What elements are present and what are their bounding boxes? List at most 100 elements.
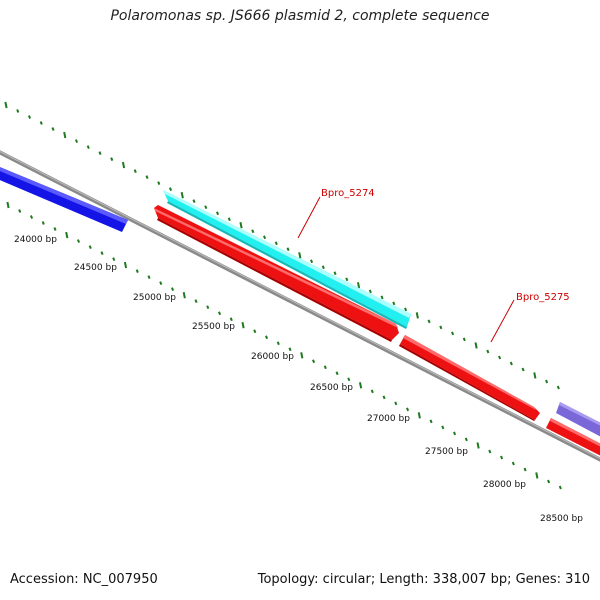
gene-red-right[interactable] bbox=[546, 418, 600, 458]
minor-tick bbox=[229, 317, 233, 322]
minor-tick bbox=[488, 449, 492, 454]
major-tick bbox=[123, 261, 128, 269]
major-tick bbox=[417, 412, 421, 419]
major-tick bbox=[358, 382, 363, 389]
minor-tick bbox=[145, 175, 149, 180]
minor-tick bbox=[76, 239, 81, 243]
minor-tick bbox=[218, 311, 222, 316]
minor-tick bbox=[263, 235, 267, 240]
major-tick bbox=[65, 231, 69, 239]
minor-tick bbox=[556, 385, 560, 390]
scale-label: 28500 bp bbox=[540, 514, 583, 524]
minor-tick bbox=[509, 361, 513, 366]
minor-tick bbox=[462, 337, 466, 342]
minor-tick bbox=[276, 341, 280, 346]
minor-tick bbox=[406, 407, 410, 412]
minor-tick bbox=[439, 325, 443, 330]
accession-text: Accession: NC_007950 bbox=[10, 572, 158, 587]
minor-tick bbox=[41, 221, 45, 225]
minor-tick bbox=[345, 277, 349, 282]
scale-label: 25500 bp bbox=[192, 322, 235, 332]
gene-blue-left[interactable] bbox=[0, 165, 128, 232]
minor-tick bbox=[511, 461, 515, 466]
minor-tick bbox=[227, 217, 231, 222]
scale-label: 25000 bp bbox=[133, 293, 176, 303]
minor-tick bbox=[168, 187, 173, 192]
minor-tick bbox=[451, 331, 455, 336]
major-tick bbox=[182, 291, 186, 299]
minor-tick bbox=[323, 365, 327, 370]
major-tick bbox=[300, 352, 304, 359]
minor-tick bbox=[286, 247, 290, 252]
minor-tick bbox=[251, 229, 255, 234]
minor-tick bbox=[288, 347, 292, 352]
minor-tick bbox=[333, 271, 337, 276]
gene-label-bpro-5275[interactable]: Bpro_5275 bbox=[490, 292, 570, 343]
major-tick bbox=[474, 342, 478, 349]
minor-tick bbox=[192, 199, 196, 204]
minor-tick bbox=[464, 437, 468, 442]
minor-tick bbox=[394, 401, 398, 406]
minor-tick bbox=[86, 145, 90, 149]
minor-tick bbox=[404, 307, 408, 312]
minor-tick bbox=[51, 127, 55, 131]
major-tick bbox=[298, 252, 302, 259]
gene-cyan-bpro-5274[interactable] bbox=[163, 190, 411, 329]
minor-tick bbox=[39, 121, 43, 125]
minor-tick bbox=[382, 395, 386, 400]
major-tick bbox=[356, 282, 361, 289]
minor-tick bbox=[110, 157, 114, 161]
gene-red-1[interactable] bbox=[154, 205, 399, 342]
inner-tick-track bbox=[6, 201, 562, 490]
minor-tick bbox=[16, 109, 20, 113]
minor-tick bbox=[88, 245, 92, 249]
minor-tick bbox=[159, 281, 163, 286]
minor-tick bbox=[370, 389, 374, 394]
gene-label-text: Bpro_5274 bbox=[321, 188, 375, 199]
minor-tick bbox=[216, 211, 220, 216]
minor-tick bbox=[429, 419, 433, 424]
major-tick bbox=[415, 312, 419, 319]
minor-tick bbox=[265, 335, 269, 340]
minor-tick bbox=[380, 295, 384, 300]
major-tick bbox=[6, 201, 10, 209]
minor-tick bbox=[98, 151, 102, 155]
major-tick bbox=[533, 372, 537, 379]
minor-tick bbox=[133, 169, 137, 173]
gene-red-bpro-5275[interactable] bbox=[399, 335, 540, 421]
minor-tick bbox=[100, 251, 104, 255]
major-tick bbox=[239, 222, 243, 229]
major-tick bbox=[535, 472, 539, 479]
scale-label: 27500 bp bbox=[425, 447, 468, 457]
minor-tick bbox=[335, 371, 339, 376]
minor-tick bbox=[29, 215, 34, 219]
minor-tick bbox=[18, 209, 22, 213]
minor-tick bbox=[521, 367, 525, 372]
scale-labels: 24000 bp 24500 bp 25000 bp 25500 bp 2600… bbox=[14, 235, 583, 524]
minor-tick bbox=[170, 287, 175, 292]
minor-tick bbox=[321, 265, 325, 270]
scale-label: 26000 bp bbox=[251, 352, 294, 362]
minor-tick bbox=[253, 329, 257, 334]
minor-tick bbox=[368, 289, 372, 294]
major-tick bbox=[180, 191, 184, 199]
major-tick bbox=[241, 322, 245, 329]
scale-label: 26500 bp bbox=[310, 383, 353, 393]
map-title: Polaromonas sp. JS666 plasmid 2, complet… bbox=[110, 8, 490, 24]
outer-tick-track bbox=[4, 101, 560, 390]
gene-purple-right[interactable] bbox=[556, 402, 600, 439]
minor-tick bbox=[547, 479, 551, 484]
minor-tick bbox=[441, 425, 445, 430]
gene-label-bpro-5274[interactable]: Bpro_5274 bbox=[297, 188, 375, 239]
major-tick bbox=[4, 101, 8, 109]
minor-tick bbox=[157, 181, 161, 186]
sequence-backbone bbox=[0, 150, 600, 462]
minor-tick bbox=[453, 431, 457, 436]
scale-label: 28000 bp bbox=[483, 480, 526, 490]
minor-tick bbox=[310, 259, 314, 264]
minor-tick bbox=[347, 377, 351, 382]
minor-tick bbox=[486, 349, 490, 354]
scale-label: 24500 bp bbox=[74, 263, 117, 273]
gene-label-text: Bpro_5275 bbox=[516, 292, 570, 303]
minor-tick bbox=[74, 139, 79, 143]
